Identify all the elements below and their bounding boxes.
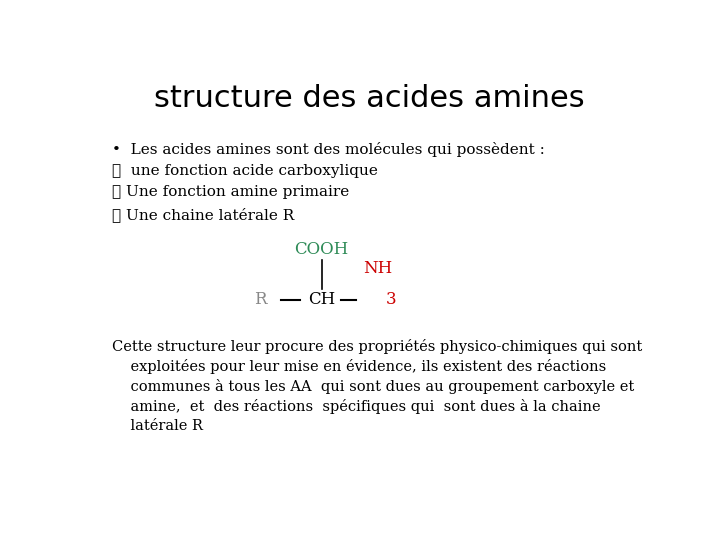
Text: COOH: COOH: [294, 241, 348, 258]
Text: structure des acides amines: structure des acides amines: [153, 84, 585, 112]
Text: R: R: [254, 291, 266, 308]
Text: 3: 3: [386, 291, 397, 308]
Text: communes à tous les AA  qui sont dues au groupement carboxyle et: communes à tous les AA qui sont dues au …: [112, 379, 634, 394]
Text: ❖ Une chaine latérale R: ❖ Une chaine latérale R: [112, 207, 294, 222]
Text: Cette structure leur procure des propriétés physico-chimiques qui sont: Cette structure leur procure des proprié…: [112, 339, 642, 354]
Text: ❖ Une fonction amine primaire: ❖ Une fonction amine primaire: [112, 185, 350, 199]
Text: exploitées pour leur mise en évidence, ils existent des réactions: exploitées pour leur mise en évidence, i…: [112, 359, 606, 374]
Text: •  Les acides amines sont des molécules qui possèdent :: • Les acides amines sont des molécules q…: [112, 141, 545, 157]
Text: amine,  et  des réactions  spécifiques qui  sont dues à la chaine: amine, et des réactions spécifiques qui …: [112, 399, 601, 414]
Text: latérale R: latérale R: [112, 419, 203, 433]
Text: CH: CH: [308, 291, 336, 308]
Text: ❖  une fonction acide carboxylique: ❖ une fonction acide carboxylique: [112, 164, 378, 178]
Text: NH: NH: [363, 260, 392, 277]
